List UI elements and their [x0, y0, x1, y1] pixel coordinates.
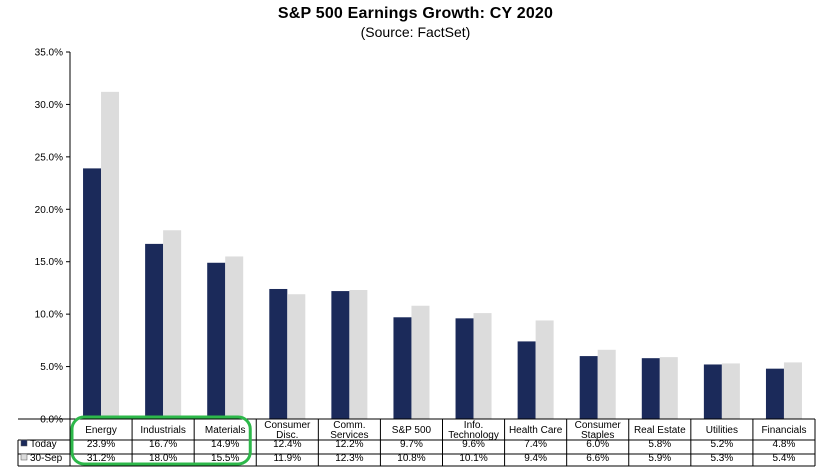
data-label: 9.7% — [400, 439, 423, 450]
chart-title: S&P 500 Earnings Growth: CY 2020 — [277, 5, 554, 22]
y-tick-label: 30.0% — [35, 100, 63, 111]
chart-subtitle: (Source: FactSet) — [360, 24, 471, 40]
data-label: 10.8% — [397, 453, 425, 464]
bar-today — [517, 341, 536, 419]
y-tick-label: 25.0% — [35, 152, 63, 163]
data-label: 7.4% — [524, 439, 547, 450]
y-tick-label: 20.0% — [35, 205, 63, 216]
data-label: 16.7% — [149, 439, 177, 450]
bar-30-sep — [473, 313, 492, 419]
y-tick-label: 35.0% — [35, 48, 63, 59]
data-label: 5.3% — [710, 453, 733, 464]
bar-today — [269, 288, 288, 419]
data-label: 6.6% — [586, 453, 609, 464]
bar-today — [331, 291, 350, 419]
legend-label: Today — [30, 439, 57, 450]
category-label: Services — [330, 430, 368, 441]
data-label: 23.9% — [87, 439, 115, 450]
data-label: 5.8% — [648, 439, 671, 450]
category-label: Consumer — [264, 420, 311, 431]
data-label: 11.9% — [273, 453, 301, 464]
data-label: 9.4% — [524, 453, 547, 464]
bar-30-sep — [163, 230, 182, 419]
bar-today — [83, 168, 102, 419]
data-label: 12.4% — [273, 439, 301, 450]
data-label: 18.0% — [149, 453, 177, 464]
category-label: Utilities — [706, 425, 738, 436]
category-label: Industrials — [140, 425, 186, 436]
bar-today — [641, 358, 660, 419]
bar-30-sep — [783, 362, 802, 419]
data-label: 9.6% — [462, 439, 485, 450]
data-label: 15.5% — [211, 453, 239, 464]
bar-today — [145, 243, 164, 419]
data-label: 4.8% — [773, 439, 796, 450]
category-label: Technology — [448, 430, 499, 441]
category-label: Real Estate — [634, 425, 686, 436]
legend-key — [20, 453, 28, 461]
data-label: 5.9% — [648, 453, 671, 464]
category-label: S&P 500 — [392, 425, 432, 436]
bar-30-sep — [721, 363, 740, 419]
y-tick-label: 10.0% — [35, 310, 63, 321]
bar-today — [579, 356, 598, 419]
highlight-outline — [70, 415, 252, 466]
bar-today — [765, 368, 784, 419]
data-label: 5.4% — [773, 453, 796, 464]
bar-30-sep — [287, 294, 306, 419]
bar-30-sep — [597, 349, 616, 419]
data-label: 12.3% — [335, 453, 363, 464]
legend-label: 30-Sep — [30, 453, 63, 464]
data-label: 12.2% — [335, 439, 363, 450]
legend-key — [20, 439, 28, 447]
bar-30-sep — [659, 357, 678, 419]
bar-30-sep — [535, 320, 554, 419]
y-tick-label: 0.0% — [40, 415, 63, 426]
category-label: Info. — [464, 420, 483, 431]
bar-today — [703, 364, 722, 419]
y-tick-label: 5.0% — [40, 362, 63, 373]
bar-today — [455, 318, 474, 419]
bar-today — [207, 262, 226, 419]
data-label: 31.2% — [87, 453, 115, 464]
category-label: Financials — [761, 425, 806, 436]
y-tick-label: 15.0% — [35, 257, 63, 268]
bar-today — [393, 317, 412, 419]
category-label: Consumer — [575, 420, 622, 431]
data-label: 6.0% — [586, 439, 609, 450]
data-label: 5.2% — [710, 439, 733, 450]
category-label: Comm. — [333, 420, 365, 431]
data-label: 10.1% — [459, 453, 487, 464]
data-label: 14.9% — [211, 439, 239, 450]
category-label: Disc. — [276, 430, 298, 441]
category-label: Staples — [581, 430, 614, 441]
bar-30-sep — [225, 256, 244, 419]
bar-30-sep — [411, 305, 430, 419]
bar-30-sep — [101, 91, 120, 420]
category-label: Materials — [205, 425, 246, 436]
category-label: Health Care — [509, 425, 563, 436]
category-label: Energy — [85, 425, 117, 436]
bar-30-sep — [349, 290, 368, 419]
